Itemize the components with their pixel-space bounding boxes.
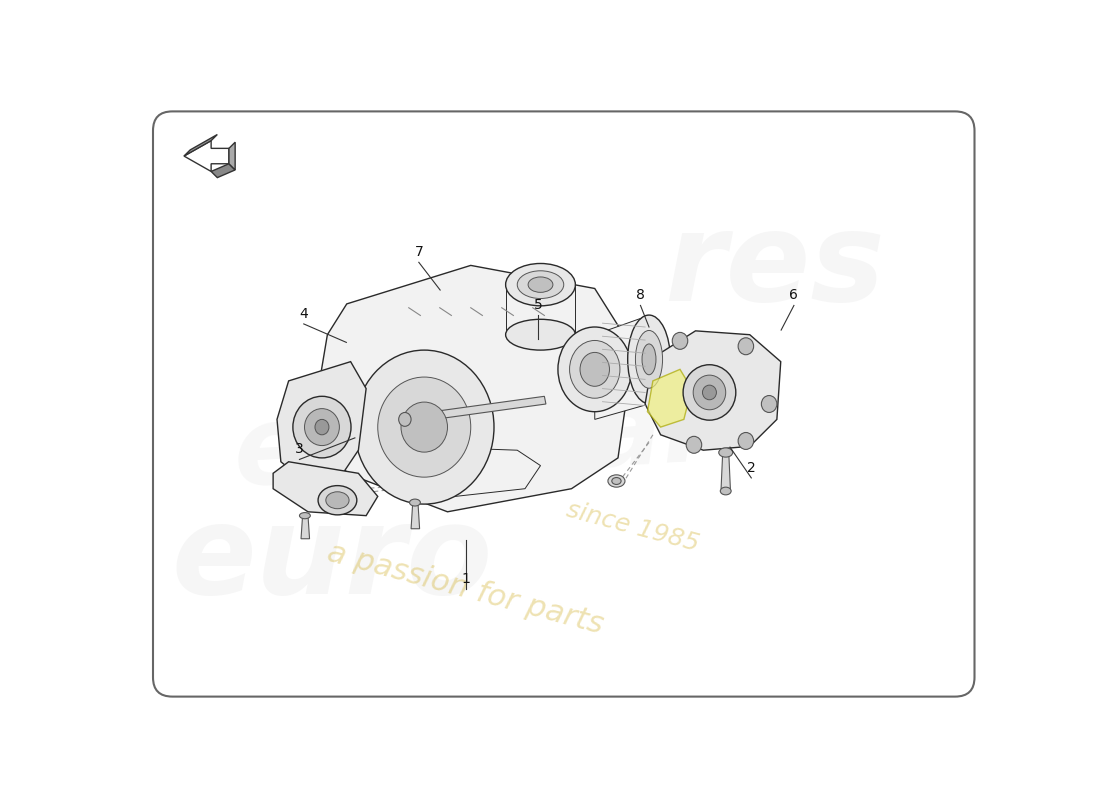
Polygon shape [595, 315, 649, 419]
Ellipse shape [718, 448, 733, 457]
Polygon shape [405, 396, 546, 423]
Ellipse shape [354, 350, 494, 504]
Ellipse shape [318, 486, 356, 515]
Ellipse shape [528, 277, 553, 292]
Polygon shape [506, 285, 574, 334]
FancyBboxPatch shape [153, 111, 975, 697]
Ellipse shape [305, 409, 340, 446]
Text: 2: 2 [747, 461, 756, 475]
Ellipse shape [398, 413, 411, 426]
Ellipse shape [402, 402, 448, 452]
Polygon shape [385, 446, 540, 496]
Ellipse shape [377, 377, 471, 477]
Polygon shape [411, 504, 419, 529]
Ellipse shape [703, 385, 716, 400]
Ellipse shape [686, 436, 702, 454]
Text: europar: europar [231, 377, 718, 508]
Ellipse shape [683, 365, 736, 420]
Polygon shape [648, 370, 692, 427]
Text: 7: 7 [415, 246, 424, 259]
Polygon shape [184, 134, 218, 156]
Polygon shape [229, 142, 235, 170]
Ellipse shape [608, 475, 625, 487]
Ellipse shape [642, 344, 656, 374]
Text: 6: 6 [790, 288, 799, 302]
Polygon shape [277, 362, 366, 481]
Polygon shape [645, 331, 781, 450]
Ellipse shape [761, 395, 777, 413]
Text: a passion for parts: a passion for parts [323, 538, 606, 640]
Ellipse shape [517, 270, 563, 298]
Text: res: res [664, 206, 886, 327]
Ellipse shape [409, 499, 420, 506]
Text: since 1985: since 1985 [563, 498, 702, 557]
Polygon shape [301, 516, 309, 538]
Ellipse shape [636, 330, 662, 388]
Text: euro: euro [172, 498, 493, 619]
Ellipse shape [299, 513, 310, 518]
Polygon shape [184, 141, 229, 171]
Ellipse shape [738, 433, 754, 450]
Text: 5: 5 [534, 298, 542, 312]
Text: 8: 8 [636, 288, 645, 302]
Ellipse shape [326, 492, 349, 509]
Ellipse shape [693, 375, 726, 410]
Ellipse shape [738, 338, 754, 354]
Ellipse shape [720, 487, 732, 495]
Ellipse shape [315, 419, 329, 435]
Text: 3: 3 [295, 442, 304, 456]
Ellipse shape [506, 263, 575, 306]
Polygon shape [316, 266, 634, 512]
Text: 4: 4 [299, 307, 308, 321]
Polygon shape [273, 462, 377, 516]
Ellipse shape [628, 315, 670, 404]
Ellipse shape [558, 327, 631, 412]
Ellipse shape [570, 341, 620, 398]
Ellipse shape [506, 319, 575, 350]
Polygon shape [211, 164, 235, 178]
Polygon shape [722, 454, 730, 489]
Ellipse shape [293, 396, 351, 458]
Ellipse shape [580, 353, 609, 386]
Ellipse shape [612, 478, 621, 485]
Text: 1: 1 [461, 572, 470, 586]
Ellipse shape [672, 332, 688, 350]
